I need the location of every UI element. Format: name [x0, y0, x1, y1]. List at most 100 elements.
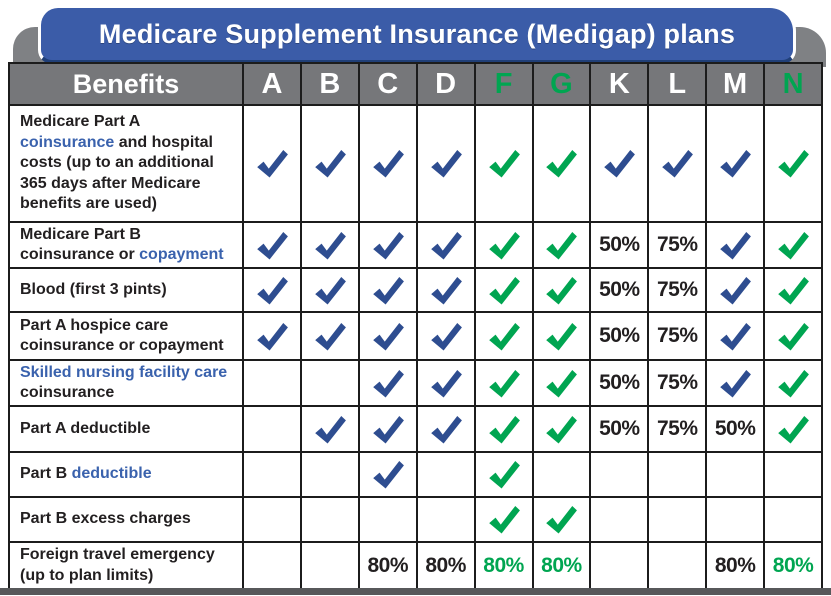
title-banner: Medicare Supplement Insurance (Medigap) … [38, 5, 796, 64]
plan-cell-B [299, 313, 358, 359]
check-icon-green [778, 322, 809, 350]
plan-cell-M: 80% [705, 543, 763, 588]
benefit-label-segment: Skilled nursing facility care [20, 363, 228, 381]
plan-cell-D: 80% [415, 543, 474, 588]
plan-cell-G [531, 269, 590, 311]
check-icon-blue [430, 369, 462, 397]
check-icon-green [546, 415, 578, 443]
plan-cell-L: 75% [647, 407, 705, 451]
plan-cell-C [357, 498, 416, 541]
plan-cell-K: 50% [589, 223, 647, 267]
check-icon-blue [720, 276, 752, 304]
plan-cell-G [531, 407, 590, 451]
plan-cell-B [299, 498, 358, 541]
plan-cell-N [763, 223, 821, 267]
plan-cell-G [531, 106, 590, 221]
plan-cell-N [763, 106, 821, 221]
plan-cell-A [242, 407, 300, 451]
benefit-row-1: Medicare Part A coinsurance and hospital… [10, 104, 821, 221]
benefits-column-header: Benefits [72, 68, 180, 99]
plan-cell-L [647, 543, 705, 588]
plan-cell-K [589, 543, 647, 588]
percent-value: 80% [367, 553, 408, 577]
benefit-row-9: Foreign travel emergency (up to plan lim… [10, 541, 821, 588]
plan-cell-K: 50% [589, 407, 647, 451]
benefit-label-segment: Part A hospice care coinsurance or copay… [20, 316, 224, 354]
check-icon-blue [720, 231, 752, 259]
check-icon-green [546, 149, 578, 178]
plan-cell-G [531, 313, 590, 359]
check-icon-blue [257, 322, 288, 350]
plan-cell-N [763, 407, 821, 451]
plan-cell-A [242, 269, 300, 311]
check-icon-green [546, 276, 578, 304]
benefit-row-4: Part A hospice care coinsurance or copay… [10, 311, 821, 359]
plan-cell-B [299, 543, 358, 588]
percent-value: 50% [599, 371, 640, 394]
plan-cell-M [705, 453, 763, 496]
plan-cell-A [242, 106, 300, 221]
percent-value: 80% [772, 553, 814, 577]
plan-column-header-N: N [763, 64, 821, 104]
check-icon-blue [430, 415, 462, 443]
percent-value: 80% [714, 553, 756, 577]
plan-column-header-M: M [705, 64, 763, 104]
plan-cell-D [415, 313, 474, 359]
plan-cell-L [647, 106, 705, 221]
check-icon-green [778, 415, 809, 443]
check-icon-blue [315, 276, 346, 304]
check-icon-blue [372, 276, 404, 304]
percent-value: 75% [656, 324, 698, 347]
plan-column-header-C: C [357, 64, 416, 104]
plan-cell-G [531, 223, 590, 267]
benefit-label-segment: Foreign travel emergency (up to plan lim… [20, 546, 215, 584]
plan-cell-F: 80% [473, 543, 532, 588]
check-icon-green [488, 505, 520, 534]
plan-cell-N [763, 269, 821, 311]
plan-cell-K [589, 106, 647, 221]
check-icon-blue [604, 149, 636, 178]
page-title: Medicare Supplement Insurance (Medigap) … [98, 18, 736, 49]
check-icon-blue [257, 149, 288, 178]
check-icon-blue [662, 149, 694, 178]
plan-cell-F [473, 223, 532, 267]
plan-cell-G: 80% [531, 543, 590, 588]
check-icon-blue [372, 322, 404, 350]
plan-cell-B [299, 223, 358, 267]
plan-column-header-A: A [242, 64, 300, 104]
check-icon-green [778, 231, 809, 259]
percent-value: 50% [599, 417, 640, 440]
percent-value: 50% [714, 417, 756, 440]
check-icon-blue [372, 415, 404, 443]
benefit-row-8: Part B excess charges [10, 496, 821, 541]
percent-value: 50% [599, 233, 640, 256]
benefit-label: Blood (first 3 pints) [10, 269, 242, 311]
plan-column-header-B: B [299, 64, 358, 104]
plan-cell-A [242, 313, 300, 359]
plan-cell-D [415, 498, 474, 541]
plan-cell-G [531, 453, 590, 496]
plan-cell-D [415, 106, 474, 221]
plan-cell-C [357, 361, 416, 405]
check-icon-green [488, 369, 520, 397]
percent-value: 50% [599, 324, 640, 347]
check-icon-green [488, 460, 520, 489]
check-icon-green [546, 505, 578, 534]
check-icon-blue [430, 149, 462, 178]
plan-cell-F [473, 498, 532, 541]
check-icon-green [778, 369, 809, 397]
percent-value: 80% [541, 553, 582, 577]
check-icon-green [488, 149, 520, 178]
plan-cell-N [763, 453, 821, 496]
plan-cell-A [242, 543, 300, 588]
check-icon-blue [315, 415, 346, 443]
benefit-row-2: Medicare Part B coinsurance or copayment… [10, 221, 821, 267]
plan-cell-K [589, 498, 647, 541]
check-icon-green [488, 231, 520, 259]
check-icon-green [546, 369, 578, 397]
benefit-label: Part B excess charges [10, 498, 242, 541]
percent-value: 75% [656, 233, 698, 256]
plan-cell-A [242, 361, 300, 405]
plan-cell-C: 80% [357, 543, 416, 588]
